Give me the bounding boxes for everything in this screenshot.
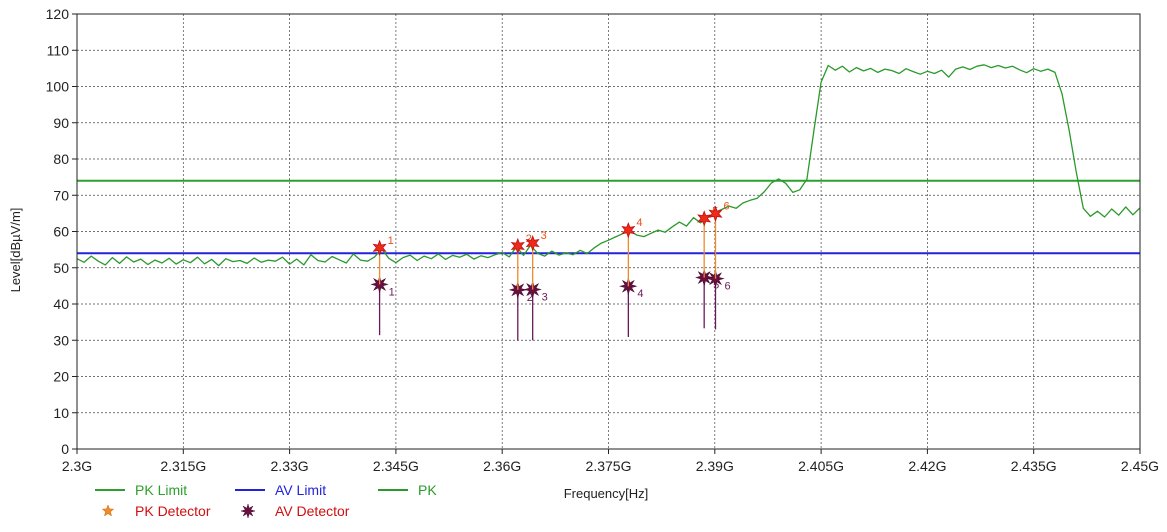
av-detector-marker [508,280,527,300]
x-tick-label: 2.39G [696,458,734,474]
legend-label: PK Detector [135,503,211,519]
pk-detector-marker [525,234,540,252]
legend: PK Limit AV Limit PK PK Detector AV Detector [95,482,437,519]
pk-detector-marker [510,237,525,255]
x-tick-label: 2.42G [908,458,946,474]
legend-label: AV Limit [275,482,326,498]
legend-label: PK [418,482,437,498]
x-axis-title: Frequency[Hz] [564,486,649,501]
av-marker-label: 5 [713,280,719,292]
detector-markers: 123456123456 [370,201,731,341]
y-tick-label: 100 [46,79,70,95]
pk-marker-label: 4 [636,217,642,229]
av-marker-label: 6 [725,281,731,293]
x-tick-label: 2.315G [160,458,206,474]
legend-item-av-detector: AV Detector [240,503,350,519]
x-tick-label: 2.435G [1011,458,1057,474]
av-marker-label: 2 [527,292,533,304]
y-axis-title: Level[dBµV/m] [8,208,23,293]
y-tick-label: 0 [61,441,69,457]
plot-frame [76,13,1141,450]
av-marker-label: 4 [637,288,643,300]
y-tick-label: 20 [53,369,69,385]
y-tick-label: 10 [53,405,69,421]
limit-lines [77,179,1140,255]
x-tick-label: 2.33G [271,458,309,474]
y-tick-label: 40 [53,296,69,312]
y-tick-label: 90 [53,115,69,131]
pk-trace-line [76,64,1141,267]
legend-item-pk: PK [378,482,437,498]
legend-item-pk-limit: PK Limit [95,482,187,498]
y-tick-label: 110 [47,42,70,58]
y-tick-label: 50 [53,260,69,276]
pk-detector-marker [372,239,387,256]
y-tick-label: 120 [46,6,70,22]
pk-marker-label: 2 [526,233,532,245]
x-tick-label: 2.345G [373,458,419,474]
pk-detector-marker [621,221,636,239]
pk-detector-marker [697,210,712,227]
x-tick-label: 2.405G [798,458,844,474]
grid-lines [77,14,1140,449]
y-tick-label: 70 [53,187,69,203]
y-tick-label: 60 [53,224,69,240]
legend-label: PK Limit [135,482,187,498]
pk-marker-label: 6 [724,201,730,213]
av-marker-label: 3 [542,292,548,304]
x-tick-label: 2.3G [62,458,92,474]
legend-label: AV Detector [275,503,350,519]
x-tick-label: 2.36G [483,458,521,474]
series-layer [76,64,1141,267]
av-marker-label: 1 [389,286,395,298]
y-tick-label: 80 [53,151,69,167]
axes: 0 10 20 30 40 50 60 70 80 90 100 110 120 2.3G 2.315G 2.… [46,6,1159,474]
pk-marker-label: 3 [541,230,547,242]
legend-swatch [240,503,256,519]
legend-swatch [101,504,115,517]
pk-detector-marker [708,205,723,222]
legend-item-av-limit: AV Limit [235,482,326,498]
y-tick-label: 30 [53,332,69,348]
pk-marker-label: 1 [388,235,394,247]
x-tick-label: 2.45G [1121,458,1159,474]
x-tick-label: 2.375G [586,458,632,474]
legend-item-pk-detector: PK Detector [101,503,211,519]
